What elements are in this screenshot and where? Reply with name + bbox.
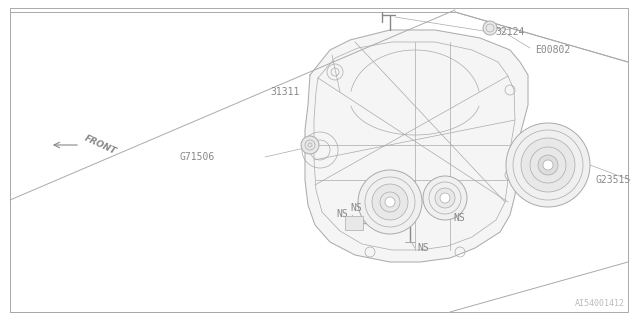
Text: NS: NS [336, 209, 348, 219]
Circle shape [435, 188, 455, 208]
Bar [345, 216, 363, 230]
Text: NS: NS [350, 203, 362, 213]
Text: G71506: G71506 [180, 152, 215, 162]
Circle shape [385, 197, 395, 207]
Text: AI54001412: AI54001412 [575, 299, 625, 308]
Text: E00802: E00802 [535, 45, 570, 55]
Text: G23515: G23515 [595, 175, 630, 185]
Circle shape [301, 136, 319, 154]
Text: NS: NS [453, 213, 465, 223]
Circle shape [506, 123, 590, 207]
Text: 31311: 31311 [271, 87, 300, 97]
Circle shape [538, 155, 558, 175]
Circle shape [521, 138, 575, 192]
Circle shape [543, 160, 553, 170]
Circle shape [423, 176, 467, 220]
Circle shape [372, 184, 408, 220]
Circle shape [440, 193, 450, 203]
Circle shape [358, 170, 422, 234]
Text: NS: NS [417, 243, 429, 253]
Text: 32124: 32124 [495, 27, 524, 37]
Text: FRONT: FRONT [83, 134, 118, 156]
Polygon shape [305, 30, 528, 262]
Circle shape [483, 21, 497, 35]
